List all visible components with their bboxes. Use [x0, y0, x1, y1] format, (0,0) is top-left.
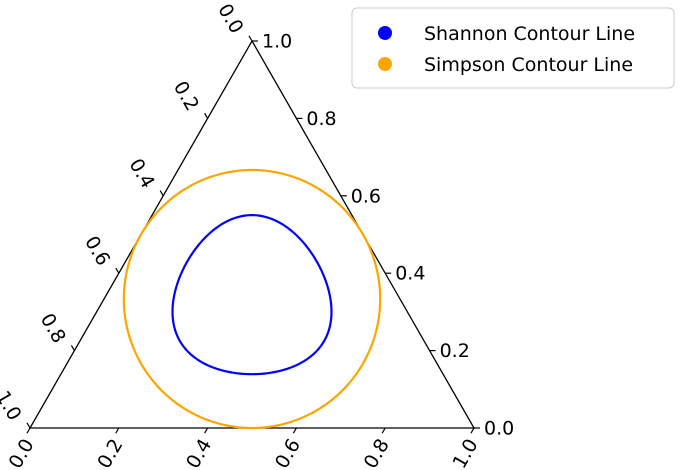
left-axis-tick-mark: [26, 422, 31, 429]
left-axis-tick-label: 0.4: [125, 155, 159, 192]
bottom-axis-tick-label: 0.0: [4, 435, 38, 470]
contour-line-simpson: [122, 168, 382, 430]
left-axis-tick-mark: [159, 190, 164, 197]
left-axis-tick-label: 1.0: [0, 387, 26, 424]
contour-lines: [122, 168, 382, 430]
legend-label-shannon: Shannon Contour Line: [424, 23, 635, 45]
right-axis-tick-label: 0.0: [484, 418, 514, 440]
legend-marker-shannon: [378, 26, 392, 40]
left-axis-tick-label: 0.2: [169, 78, 203, 115]
bottom-axis-tick-mark: [381, 427, 386, 434]
bottom-axis-tick-label: 0.8: [360, 435, 394, 470]
bottom-axis-tick-label: 0.2: [93, 435, 127, 470]
left-axis-tick-mark: [115, 267, 120, 274]
left-axis-tick-label: 0.0: [213, 0, 247, 37]
bottom-axis-tick-mark: [204, 427, 209, 434]
legend: Shannon Contour Line Simpson Contour Lin…: [351, 7, 675, 89]
contour-line-shannon: [171, 214, 333, 376]
left-axis-tick-label: 0.6: [80, 232, 114, 269]
left-axis-tick-label: 0.8: [36, 310, 70, 347]
bottom-axis-tick-mark: [26, 427, 31, 434]
legend-frame: [351, 7, 675, 89]
right-axis-tick-label: 0.6: [351, 185, 381, 207]
bottom-axis-tick-mark: [470, 427, 475, 434]
bottom-axis-tick-mark: [115, 427, 120, 434]
legend-marker-simpson: [378, 57, 392, 71]
bottom-axis-tick-label: 0.4: [182, 435, 216, 470]
right-axis-tick-label: 0.4: [395, 263, 425, 285]
left-axis-tick-mark: [70, 345, 75, 351]
right-axis-tick-label: 0.8: [306, 108, 336, 130]
legend-label-simpson: Simpson Contour Line: [424, 54, 633, 76]
left-axis-tick-mark: [204, 112, 209, 119]
right-axis-tick-label: 0.2: [440, 340, 470, 362]
left-axis-tick-mark: [248, 35, 253, 42]
bottom-axis-tick-label: 0.6: [271, 435, 305, 470]
right-axis-tick-label: 1.0: [262, 31, 292, 53]
bottom-axis-tick-label: 1.0: [448, 435, 482, 470]
bottom-axis-tick-mark: [292, 427, 297, 434]
